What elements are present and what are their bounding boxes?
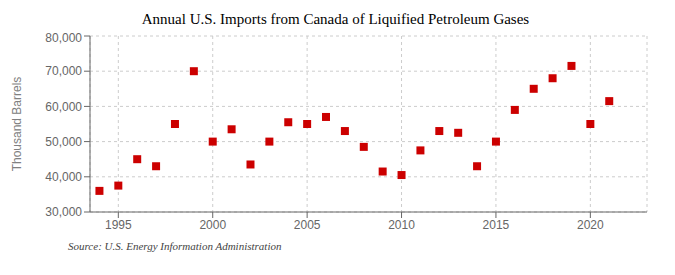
svg-text:2000: 2000 — [199, 218, 226, 232]
svg-text:40,000: 40,000 — [45, 170, 82, 184]
svg-text:30,000: 30,000 — [45, 205, 82, 219]
svg-text:Thousand Barrels: Thousand Barrels — [10, 77, 24, 172]
svg-text:60,000: 60,000 — [45, 100, 82, 114]
svg-text:2020: 2020 — [577, 218, 604, 232]
svg-text:2010: 2010 — [388, 218, 415, 232]
svg-text:1995: 1995 — [105, 218, 132, 232]
html-text:Source: U.S. Energy Informatio: Source: U.S. Energy Information Administ… — [68, 240, 282, 252]
svg-text:50,000: 50,000 — [45, 135, 82, 149]
svg-text:80,000: 80,000 — [45, 31, 82, 45]
svg-text:2015: 2015 — [483, 218, 510, 232]
html-text:Annual U.S. Imports from Canad: Annual U.S. Imports from Canada of Liqui… — [141, 11, 530, 27]
svg-text:2005: 2005 — [294, 218, 321, 232]
svg-text:70,000: 70,000 — [45, 64, 82, 78]
